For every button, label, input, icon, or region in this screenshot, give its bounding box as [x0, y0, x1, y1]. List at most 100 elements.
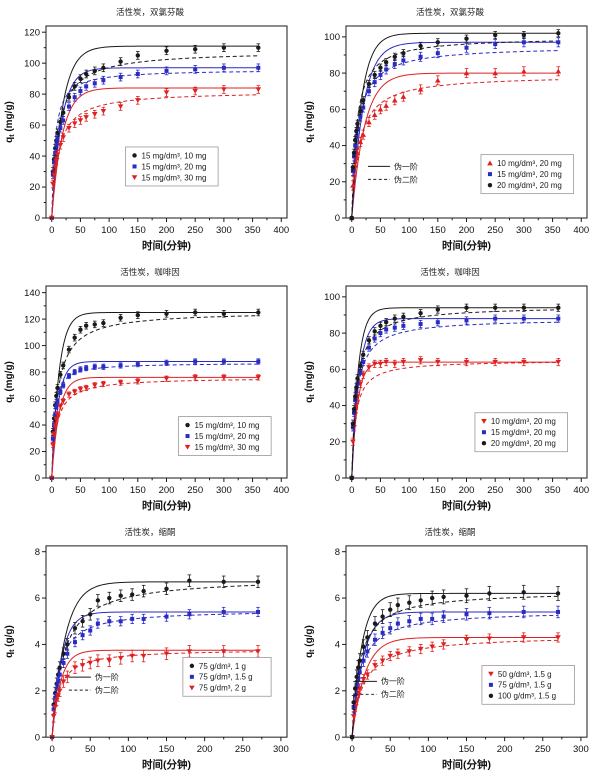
plot-title: 活性炭，咖啡因: [420, 267, 480, 277]
svg-text:350: 350: [245, 485, 261, 496]
axes: 0 50 100 150 200 250 300 350 400 0 20 40 60 80 100 120 1…: [24, 288, 289, 496]
y-axis-label: qt (mg/g): [4, 101, 16, 143]
y-axis-label: qt (mg/g): [4, 361, 16, 403]
svg-text:15 mg/dm³, 10 mg: 15 mg/dm³, 10 mg: [195, 421, 260, 430]
svg-text:15 mg/dm³, 30 mg: 15 mg/dm³, 30 mg: [195, 443, 260, 452]
plot-canvas-caffeine-varying-mass: 0 50 100 150 200 250 300 350 400 0 20 40 60 80 100 120 1…: [0, 260, 300, 520]
svg-text:15 mg/dm³, 20 mg: 15 mg/dm³, 20 mg: [497, 170, 562, 179]
svg-text:200: 200: [159, 485, 175, 496]
svg-text:活性炭，缩酮: 活性炭，缩酮: [125, 527, 176, 537]
series-points-2: [48, 374, 262, 481]
plot-title: 活性炭，双氯芬酸: [416, 7, 485, 17]
svg-text:250: 250: [487, 485, 503, 496]
svg-text:40: 40: [329, 141, 340, 152]
series-points-2: [349, 303, 561, 481]
svg-text:伪一阶: 伪一阶: [381, 676, 405, 686]
svg-text:qt (g/g): qt (g/g): [304, 625, 316, 658]
svg-text:75 g/dm³, 1.5 g: 75 g/dm³, 1.5 g: [498, 681, 552, 690]
svg-text:100: 100: [420, 744, 436, 755]
svg-text:50: 50: [385, 744, 396, 755]
plot-diclofenac-varying-concentration: 0 50 100 150 200 250 300 350 400 0 20 40 60 80 100 活性炭，…: [300, 0, 600, 260]
svg-text:400: 400: [273, 485, 289, 496]
svg-text:100: 100: [401, 225, 417, 236]
svg-text:时间(分钟): 时间(分钟): [142, 499, 191, 512]
svg-text:60: 60: [29, 394, 40, 405]
series-points-2: [48, 85, 262, 221]
svg-text:0: 0: [335, 732, 340, 743]
svg-text:40: 40: [329, 401, 340, 412]
svg-text:伪一阶: 伪一阶: [95, 672, 119, 682]
svg-text:6: 6: [35, 593, 40, 604]
series-points-0: [349, 632, 561, 740]
series-points-0: [348, 66, 562, 221]
plot-ketal-varying-concentration: 0 50 100 150 200 250 300 0 2 4 6 8 活性炭，缩酮 时间(分钟) qt (g…: [300, 520, 600, 779]
svg-text:0: 0: [49, 225, 54, 236]
x-axis-label: 时间(分钟): [142, 758, 191, 771]
svg-text:350: 350: [545, 225, 561, 236]
svg-text:0: 0: [35, 473, 40, 484]
series-points-1: [49, 358, 261, 480]
svg-text:qt (mg/g): qt (mg/g): [4, 361, 16, 403]
svg-text:150: 150: [430, 485, 446, 496]
marker-legend: 15 mg/dm³, 10 mg 15 mg/dm³, 20 mg 15 mg/dm…: [178, 416, 272, 456]
svg-text:时间(分钟): 时间(分钟): [442, 758, 491, 771]
series-points-2: [349, 29, 561, 221]
plot-canvas-diclofenac-varying-concentration: 0 50 100 150 200 250 300 350 400 0 20 40 60 80 100 活性炭，…: [300, 0, 600, 260]
svg-text:20 mg/dm³, 20 mg: 20 mg/dm³, 20 mg: [491, 439, 556, 448]
svg-text:300: 300: [216, 485, 232, 496]
svg-text:250: 250: [187, 225, 203, 236]
y-axis-label: qt (g/g): [304, 625, 316, 658]
plot-title: 活性炭，咖啡因: [120, 267, 180, 277]
marker-legend: 10 mg/dm³, 20 mg 15 mg/dm³, 20 mg 20 mg/dm…: [480, 154, 574, 195]
axes: 0 50 100 150 200 250 300 0 2 4 6 8: [335, 547, 589, 755]
svg-text:qt (mg/g): qt (mg/g): [4, 101, 16, 143]
plot-title: 活性炭，双氯芬酸: [116, 7, 185, 17]
svg-text:伪二阶: 伪二阶: [95, 685, 119, 695]
svg-text:400: 400: [573, 225, 589, 236]
svg-text:8: 8: [35, 547, 40, 558]
svg-text:80: 80: [29, 89, 40, 100]
x-axis-label: 时间(分钟): [442, 758, 491, 771]
svg-text:50: 50: [375, 225, 386, 236]
plot-canvas-diclofenac-varying-mass: 0 50 100 150 200 250 300 350 400 0 20 40 60 80 100 120 活…: [0, 0, 300, 260]
svg-text:200: 200: [459, 225, 475, 236]
plot-caffeine-varying-mass: 0 50 100 150 200 250 300 350 400 0 20 40 60 80 100 120 1…: [0, 260, 300, 520]
svg-text:活性炭，双氯芬酸: 活性炭，双氯芬酸: [116, 7, 185, 17]
svg-text:2: 2: [335, 686, 340, 697]
svg-text:15 mg/dm³, 20 mg: 15 mg/dm³, 20 mg: [195, 432, 260, 441]
svg-text:qt (mg/g): qt (mg/g): [304, 361, 316, 403]
svg-text:伪二阶: 伪二阶: [394, 174, 418, 184]
svg-text:100: 100: [401, 485, 417, 496]
svg-text:15 mg/dm³, 10 mg: 15 mg/dm³, 10 mg: [142, 151, 207, 160]
svg-text:100: 100: [101, 225, 117, 236]
x-axis-label: 时间(分钟): [142, 239, 191, 252]
svg-text:60: 60: [29, 120, 40, 131]
marker-legend: 50 g/dm³, 1.5 g 75 g/dm³, 1.5 g 100 g/dm³,…: [481, 665, 575, 705]
plot-diclofenac-varying-mass: 0 50 100 150 200 250 300 350 400 0 20 40 60 80 100 120 活…: [0, 0, 300, 260]
y-axis-label: qt (g/g): [4, 625, 16, 658]
svg-text:150: 150: [130, 225, 146, 236]
svg-text:4: 4: [335, 640, 340, 651]
svg-text:15 mg/dm³, 20 mg: 15 mg/dm³, 20 mg: [491, 428, 556, 437]
svg-text:0: 0: [35, 732, 40, 743]
svg-text:75 g/dm³, 1 g: 75 g/dm³, 1 g: [199, 662, 246, 671]
svg-text:100: 100: [24, 58, 40, 69]
svg-text:4: 4: [35, 640, 40, 651]
svg-text:20: 20: [329, 177, 340, 188]
series-points-2: [49, 645, 261, 740]
series-points-2: [349, 584, 561, 740]
svg-text:0: 0: [335, 473, 340, 484]
marker-legend: 75 g/dm³, 1 g 75 g/dm³, 1.5 g 75 g/dm³, 2 …: [182, 657, 272, 697]
svg-text:60: 60: [329, 105, 340, 116]
svg-text:300: 300: [516, 485, 532, 496]
svg-text:8: 8: [335, 547, 340, 558]
svg-text:250: 250: [487, 225, 503, 236]
svg-text:300: 300: [573, 744, 589, 755]
svg-text:qt (mg/g): qt (mg/g): [304, 101, 316, 143]
svg-text:350: 350: [245, 225, 261, 236]
svg-text:时间(分钟): 时间(分钟): [142, 758, 191, 771]
svg-text:0: 0: [335, 213, 340, 224]
plot-title: 活性炭，缩酮: [425, 527, 476, 537]
svg-text:活性炭，咖啡因: 活性炭，咖啡因: [420, 267, 480, 277]
